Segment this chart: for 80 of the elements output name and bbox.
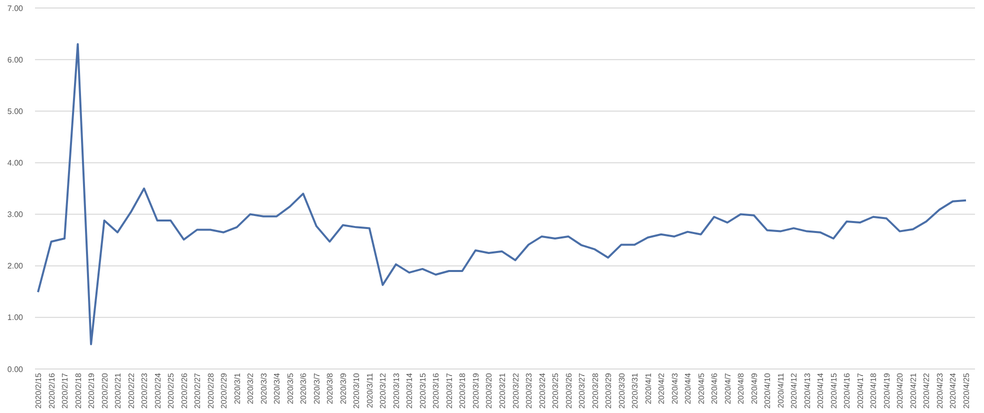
x-tick-label: 2020/4/2 [657, 372, 666, 404]
x-tick-label: 2020/3/21 [498, 372, 507, 409]
x-tick-label: 2020/2/18 [74, 372, 83, 409]
y-tick-label: 1.00 [7, 313, 24, 322]
x-tick-label: 2020/3/8 [326, 372, 335, 404]
x-tick-label: 2020/2/29 [220, 372, 229, 409]
x-tick-label: 2020/3/22 [511, 372, 520, 409]
x-tick-label: 2020/4/7 [723, 372, 732, 404]
x-tick-label: 2020/4/8 [736, 372, 746, 404]
x-tick-label: 2020/4/21 [908, 372, 918, 409]
x-tick-label: 2020/2/21 [114, 372, 123, 409]
x-tick-label: 2020/3/25 [551, 372, 560, 409]
x-tick-label: 2020/3/26 [564, 372, 574, 409]
x-tick-label: 2020/4/18 [869, 372, 878, 409]
x-tick-label: 2020/3/10 [352, 372, 362, 409]
x-tick-label: 2020/3/11 [365, 372, 374, 408]
x-tick-label: 2020/3/29 [604, 372, 614, 409]
y-tick-label: 0.00 [7, 364, 24, 374]
x-tick-label: 2020/3/9 [338, 372, 348, 404]
x-tick-label: 2020/2/17 [60, 372, 70, 409]
x-tick-label: 2020/2/28 [206, 372, 216, 409]
x-tick-label: 2020/3/1 [232, 372, 242, 404]
x-tick-label: 2020/4/5 [696, 372, 706, 404]
x-tick-label: 2020/3/16 [432, 372, 441, 409]
x-tick-label: 2020/3/19 [471, 372, 480, 409]
x-tick-label: 2020/3/31 [630, 372, 640, 409]
x-tick-label: 2020/3/2 [246, 372, 256, 404]
x-tick-label: 2020/3/24 [538, 372, 547, 409]
x-tick-label: 2020/4/4 [684, 372, 693, 404]
x-tick-label: 2020/3/13 [392, 372, 401, 409]
x-tick-label: 2020/2/26 [180, 372, 189, 409]
x-tick-label: 2020/3/27 [578, 372, 587, 409]
y-tick-label: 3.00 [7, 210, 24, 220]
x-tick-label: 2020/4/20 [896, 372, 905, 409]
x-tick-label: 2020/2/15 [34, 372, 43, 409]
x-tick-label: 2020/3/30 [617, 372, 626, 409]
x-tick-label: 2020/3/18 [458, 372, 468, 409]
x-tick-label: 2020/3/20 [484, 372, 494, 409]
x-tick-label: 2020/3/6 [299, 372, 308, 404]
x-tick-label: 2020/4/17 [856, 372, 865, 409]
x-tick-label: 2020/3/17 [444, 372, 454, 409]
y-tick-label: 4.00 [7, 158, 24, 168]
x-tick-label: 2020/4/9 [750, 372, 759, 404]
x-tick-label: 2020/4/1 [644, 372, 653, 404]
x-tick-label: 2020/2/19 [87, 372, 96, 409]
x-tick-label: 2020/3/23 [524, 372, 534, 409]
x-tick-label: 2020/2/16 [47, 372, 56, 409]
x-tick-label: 2020/4/25 [962, 372, 971, 409]
x-tick-label: 2020/4/15 [829, 372, 838, 409]
y-tick-label: 2.00 [7, 262, 24, 271]
x-tick-label: 2020/3/28 [590, 372, 600, 409]
x-tick-label: 2020/4/6 [710, 372, 720, 404]
x-tick-label: 2020/4/3 [670, 372, 680, 404]
x-tick-label: 2020/2/25 [166, 372, 176, 409]
x-tick-label: 2020/2/23 [140, 372, 150, 409]
x-tick-label: 2020/3/5 [286, 372, 295, 404]
y-tick-label: 5.00 [7, 106, 24, 116]
x-tick-label: 2020/2/24 [153, 372, 162, 409]
x-tick-label: 2020/4/22 [922, 372, 932, 409]
x-tick-label: 2020/2/27 [193, 372, 202, 409]
x-tick-label: 2020/3/7 [312, 372, 322, 404]
x-tick-label: 2020/4/13 [802, 372, 812, 409]
y-tick-label: 6.00 [7, 55, 24, 64]
x-tick-label: 2020/4/19 [882, 372, 892, 409]
x-tick-label: 2020/3/14 [405, 372, 414, 409]
x-tick-label: 2020/4/14 [816, 372, 826, 409]
x-tick-label: 2020/4/24 [948, 372, 958, 409]
x-tick-label: 2020/4/12 [790, 372, 799, 409]
line-series [37, 43, 967, 346]
x-tick-label: 2020/2/20 [100, 372, 110, 409]
x-tick-label: 2020/4/10 [763, 372, 772, 409]
x-tick-label: 2020/3/3 [259, 372, 268, 404]
x-tick-label: 2020/2/22 [126, 372, 136, 409]
x-tick-label: 2020/3/12 [378, 372, 388, 409]
y-tick-label: 7.00 [7, 4, 24, 13]
x-tick-label: 2020/3/4 [272, 372, 282, 404]
x-tick-label: 2020/4/11 [776, 372, 786, 408]
x-tick-label: 2020/3/15 [418, 372, 428, 409]
x-tick-label: 2020/4/23 [935, 372, 944, 409]
x-tick-label: 2020/4/16 [842, 372, 852, 409]
